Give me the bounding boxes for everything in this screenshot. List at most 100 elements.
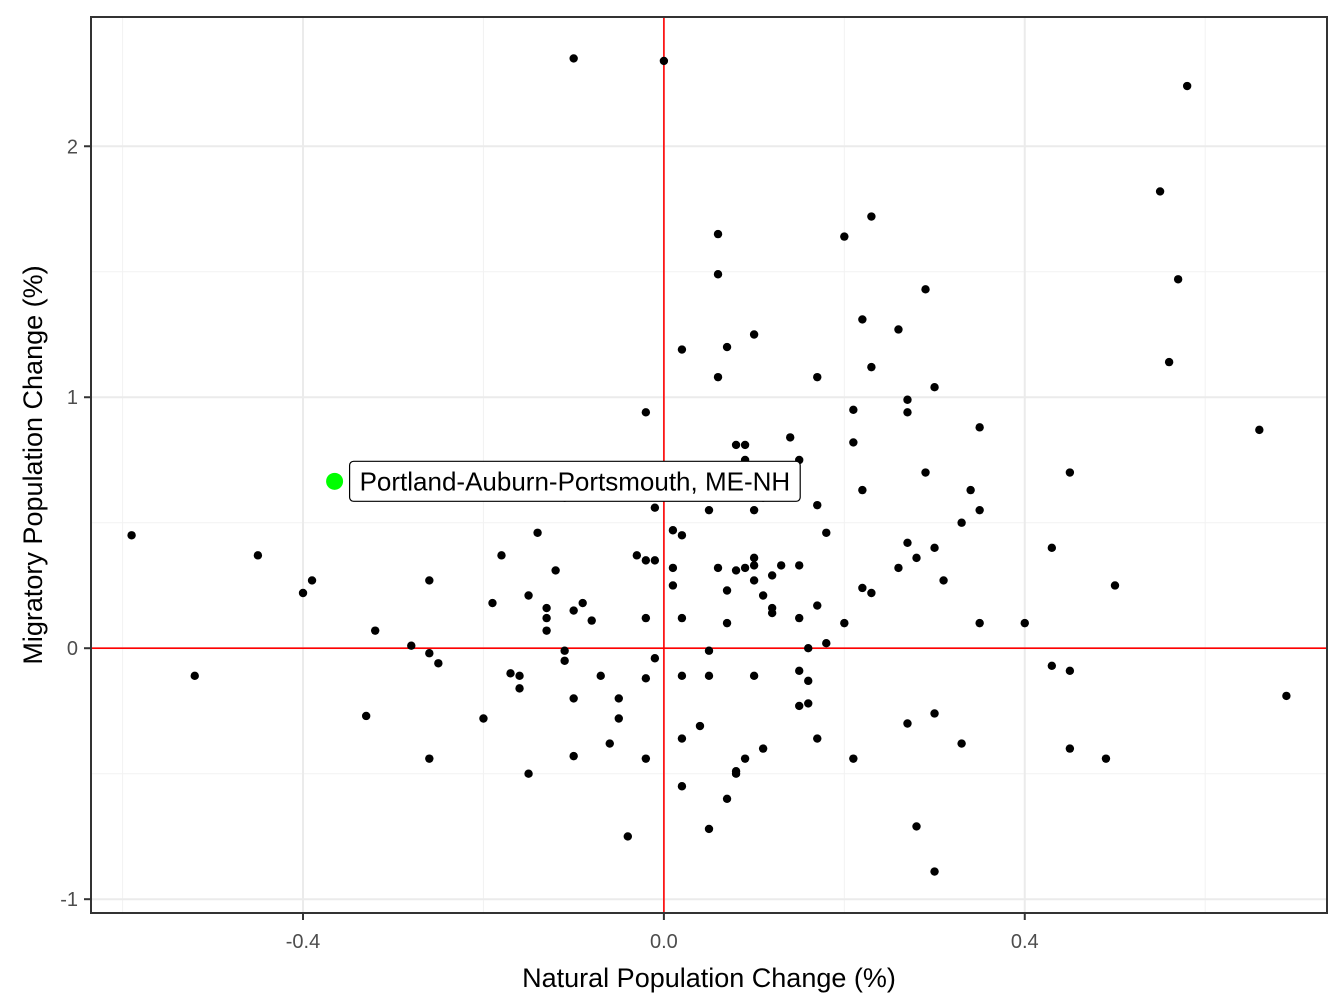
data-point bbox=[822, 528, 831, 537]
data-point bbox=[758, 591, 768, 600]
data-point bbox=[822, 638, 831, 648]
data-point bbox=[578, 598, 587, 608]
y-axis-ticks: -1 0 1 2 bbox=[60, 136, 91, 911]
data-point bbox=[587, 616, 596, 625]
data-point bbox=[434, 659, 443, 668]
data-point bbox=[307, 576, 317, 585]
data-point bbox=[858, 315, 867, 324]
data-point bbox=[975, 423, 984, 432]
x-tick-label: -0.4 bbox=[286, 931, 320, 953]
x-tick-label: 0.4 bbox=[1011, 931, 1039, 953]
data-point bbox=[551, 566, 560, 575]
data-point bbox=[704, 505, 714, 515]
data-point bbox=[795, 561, 804, 570]
data-point bbox=[921, 468, 930, 477]
data-point bbox=[785, 433, 795, 442]
data-point bbox=[533, 528, 542, 537]
data-point bbox=[542, 613, 551, 623]
data-point bbox=[975, 505, 984, 515]
data-point bbox=[858, 583, 867, 593]
data-point bbox=[569, 54, 578, 63]
data-point bbox=[867, 588, 876, 598]
data-point bbox=[975, 618, 984, 628]
data-point bbox=[425, 576, 434, 585]
data-point bbox=[605, 739, 614, 748]
data-point bbox=[1065, 468, 1075, 477]
data-point bbox=[795, 613, 804, 623]
data-point bbox=[641, 754, 651, 763]
data-point bbox=[488, 598, 497, 608]
data-point bbox=[407, 641, 416, 650]
data-point bbox=[524, 769, 533, 778]
data-point bbox=[903, 395, 912, 404]
data-point bbox=[804, 699, 813, 708]
data-point bbox=[713, 270, 723, 279]
data-point bbox=[677, 345, 687, 354]
data-point bbox=[731, 566, 741, 575]
data-point bbox=[668, 526, 678, 535]
data-point bbox=[298, 588, 308, 598]
y-tick-label: 1 bbox=[67, 387, 78, 409]
data-point bbox=[668, 563, 678, 573]
highlight-label-box bbox=[348, 460, 801, 502]
data-point bbox=[1020, 618, 1029, 628]
data-point bbox=[704, 646, 714, 655]
data-point bbox=[749, 330, 759, 339]
data-point bbox=[966, 485, 975, 495]
data-point bbox=[731, 769, 741, 778]
data-point bbox=[704, 824, 714, 834]
data-point bbox=[930, 867, 939, 876]
data-point bbox=[849, 754, 858, 763]
data-point bbox=[1110, 581, 1120, 590]
data-point bbox=[813, 500, 822, 510]
data-point bbox=[650, 503, 660, 512]
data-point bbox=[758, 744, 768, 753]
data-point bbox=[1282, 691, 1291, 701]
data-point bbox=[813, 372, 822, 382]
data-point bbox=[1173, 275, 1183, 284]
data-point bbox=[813, 734, 822, 743]
data-point bbox=[894, 563, 903, 573]
data-point bbox=[767, 608, 777, 618]
data-point bbox=[858, 485, 867, 495]
data-point bbox=[677, 782, 687, 791]
data-point bbox=[1182, 81, 1192, 91]
data-point bbox=[867, 212, 876, 221]
data-point bbox=[849, 405, 858, 414]
y-axis-title: Migratory Population Change (%) bbox=[18, 265, 48, 664]
data-point bbox=[903, 719, 912, 728]
data-point bbox=[1047, 543, 1057, 553]
data-point bbox=[722, 342, 732, 352]
data-point bbox=[569, 606, 578, 615]
x-axis-title: Natural Population Change (%) bbox=[522, 963, 896, 993]
data-point bbox=[596, 671, 605, 681]
data-point bbox=[912, 553, 921, 563]
data-point bbox=[867, 362, 876, 372]
data-point bbox=[127, 531, 136, 540]
data-point bbox=[650, 654, 660, 663]
data-point bbox=[641, 556, 651, 565]
data-point bbox=[659, 56, 669, 66]
data-point bbox=[506, 669, 515, 678]
data-point bbox=[641, 408, 651, 417]
data-point bbox=[930, 709, 939, 718]
data-point bbox=[795, 701, 804, 711]
data-point bbox=[695, 721, 705, 731]
highlight-label: Portland-Auburn-Portsmouth, ME-NH bbox=[360, 466, 791, 496]
data-point bbox=[361, 711, 371, 721]
data-point bbox=[425, 649, 434, 658]
data-point bbox=[524, 591, 533, 600]
data-point bbox=[776, 561, 786, 570]
minor-gridlines bbox=[91, 17, 1327, 913]
data-point bbox=[795, 666, 804, 676]
data-point bbox=[749, 671, 759, 681]
data-point bbox=[930, 543, 939, 553]
data-point bbox=[767, 571, 777, 580]
data-point bbox=[668, 581, 678, 590]
data-point bbox=[253, 551, 263, 560]
data-point bbox=[749, 576, 759, 585]
data-point bbox=[632, 551, 642, 560]
data-point bbox=[614, 714, 623, 723]
data-point bbox=[713, 229, 723, 239]
